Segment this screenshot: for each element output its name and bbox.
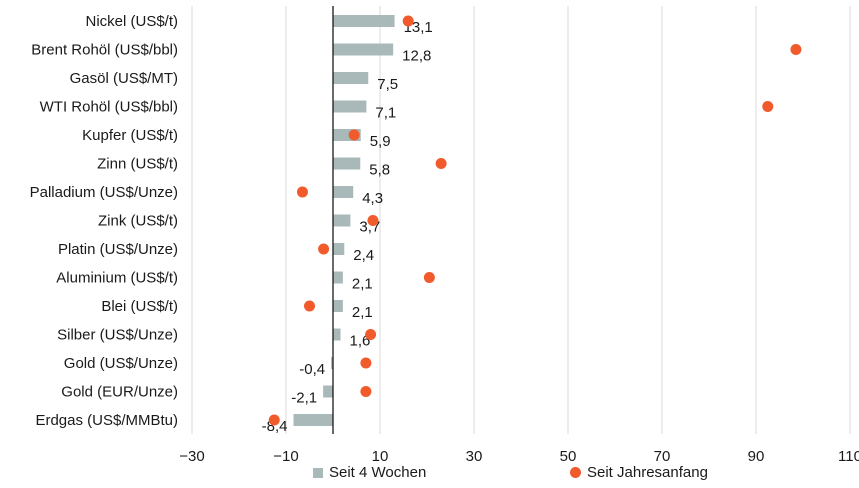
bar	[333, 43, 394, 56]
bar	[333, 243, 345, 255]
category-label: Gold (EUR/Unze)	[61, 384, 178, 401]
grid-layer	[191, 6, 851, 434]
category-label: Brent Rohöl (US$/bbl)	[31, 42, 178, 59]
ytd-dot	[790, 44, 802, 55]
x-tick-label: 90	[748, 448, 765, 465]
bar	[333, 15, 395, 27]
tick-layer: −30 −10 10 30 50 70 90 110	[179, 448, 859, 465]
bar	[293, 414, 333, 426]
data-label: 2,1	[352, 304, 373, 321]
bar	[333, 72, 369, 84]
category-label: Blei (US$/t)	[101, 298, 178, 315]
category-label: Gold (US$/Unze)	[64, 355, 178, 372]
legend-dot-swatch	[570, 467, 581, 478]
category-label: Erdgas (US$/MMBtu)	[35, 412, 178, 429]
bar	[331, 357, 333, 369]
category-layer: Nickel (US$/t) Brent Rohöl (US$/bbl) Gasöl…	[30, 13, 178, 429]
data-label: -0,4	[299, 361, 325, 378]
x-tick-label: −30	[179, 448, 204, 465]
data-label: -8,4	[262, 418, 288, 435]
category-label: Palladium (US$/Unze)	[30, 184, 178, 201]
ytd-dot	[367, 215, 379, 226]
x-tick-label: 50	[560, 448, 577, 465]
x-tick-label: −10	[273, 448, 298, 465]
ytd-dot	[402, 15, 414, 27]
legend: Seit 4 Wochen Seit Jahresanfang	[0, 464, 859, 484]
category-label: Platin (US$/Unze)	[58, 241, 178, 258]
x-tick-label: 110	[838, 448, 859, 465]
bar	[323, 385, 333, 398]
category-label: Zink (US$/t)	[98, 213, 178, 230]
legend-item-4-weeks: Seit 4 Wochen	[313, 464, 426, 481]
x-tick-label: 30	[466, 448, 483, 465]
ytd-dot	[365, 329, 377, 340]
legend-label-4-weeks: Seit 4 Wochen	[329, 464, 427, 481]
ytd-dot	[762, 101, 774, 112]
bar	[333, 271, 343, 284]
legend-label-ytd: Seit Jahresanfang	[587, 464, 708, 481]
category-label: Silber (US$/Unze)	[57, 327, 178, 344]
ytd-dot	[304, 300, 315, 312]
x-tick-label: 70	[654, 448, 671, 465]
category-label: Zinn (US$/t)	[97, 156, 178, 173]
data-label: 7,5	[377, 76, 398, 93]
data-label: 5,8	[369, 162, 390, 179]
data-label: -2,1	[291, 390, 317, 407]
legend-bar-swatch	[313, 467, 323, 478]
bar-layer	[293, 15, 395, 426]
category-label: WTI Rohöl (US$/bbl)	[40, 99, 178, 116]
ytd-dot	[360, 357, 372, 369]
data-label: 7,1	[375, 105, 396, 122]
data-label: 2,1	[352, 276, 373, 293]
bar	[333, 157, 361, 170]
bar	[333, 100, 367, 113]
dot-layer	[268, 15, 802, 426]
ytd-dot	[423, 272, 435, 283]
ytd-dot	[348, 129, 360, 141]
category-label: Kupfer (US$/t)	[82, 127, 178, 144]
data-label: 2,4	[353, 247, 374, 264]
ytd-dot	[296, 186, 308, 198]
bar	[333, 186, 354, 198]
bar	[333, 300, 343, 312]
ytd-dot	[318, 243, 330, 255]
label-layer: 13,112,87,57,15,95,84,33,72,42,12,11,6-0…	[262, 19, 433, 435]
ytd-dot	[360, 386, 372, 397]
ytd-dot	[268, 414, 280, 426]
bar	[333, 214, 351, 227]
category-label: Nickel (US$/t)	[85, 13, 178, 30]
data-label: 4,3	[362, 190, 383, 207]
ytd-dot	[435, 158, 447, 169]
category-label: Aluminium (US$/t)	[56, 270, 178, 287]
data-label: 12,8	[402, 48, 431, 65]
legend-item-ytd: Seit Jahresanfang	[570, 464, 708, 481]
x-tick-label: 10	[372, 448, 389, 465]
data-label: 5,9	[370, 133, 391, 150]
data-label: 1,6	[350, 333, 371, 350]
bar	[333, 328, 341, 341]
category-label: Gasöl (US$/MT)	[70, 70, 178, 87]
